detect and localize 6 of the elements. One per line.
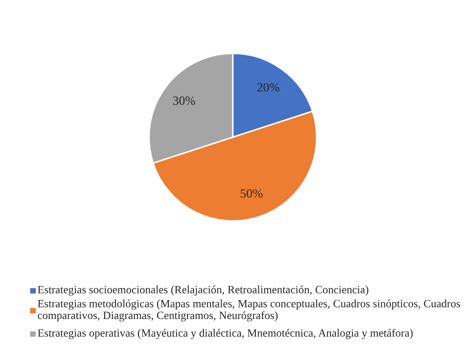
data-label: 30% xyxy=(173,96,196,105)
legend-label: Estrategias operativas (Mayéutica y dialéctica, Mnemotécnica, Analogia y metáfora) xyxy=(38,328,413,340)
legend-label: Estrategias socioemocionales (Relajación, Retroalimentación, Conciencia) xyxy=(38,286,368,296)
data-label: 20% xyxy=(257,83,280,92)
legend-label: Estrategias metodológicas (Mapas mentales, Mapas conceptuales, Cuadros sinópticos, Cuadros comparativos, Diagramas, Centigramos, Neurógrafos) xyxy=(38,300,460,322)
data-label: 50% xyxy=(240,189,262,198)
